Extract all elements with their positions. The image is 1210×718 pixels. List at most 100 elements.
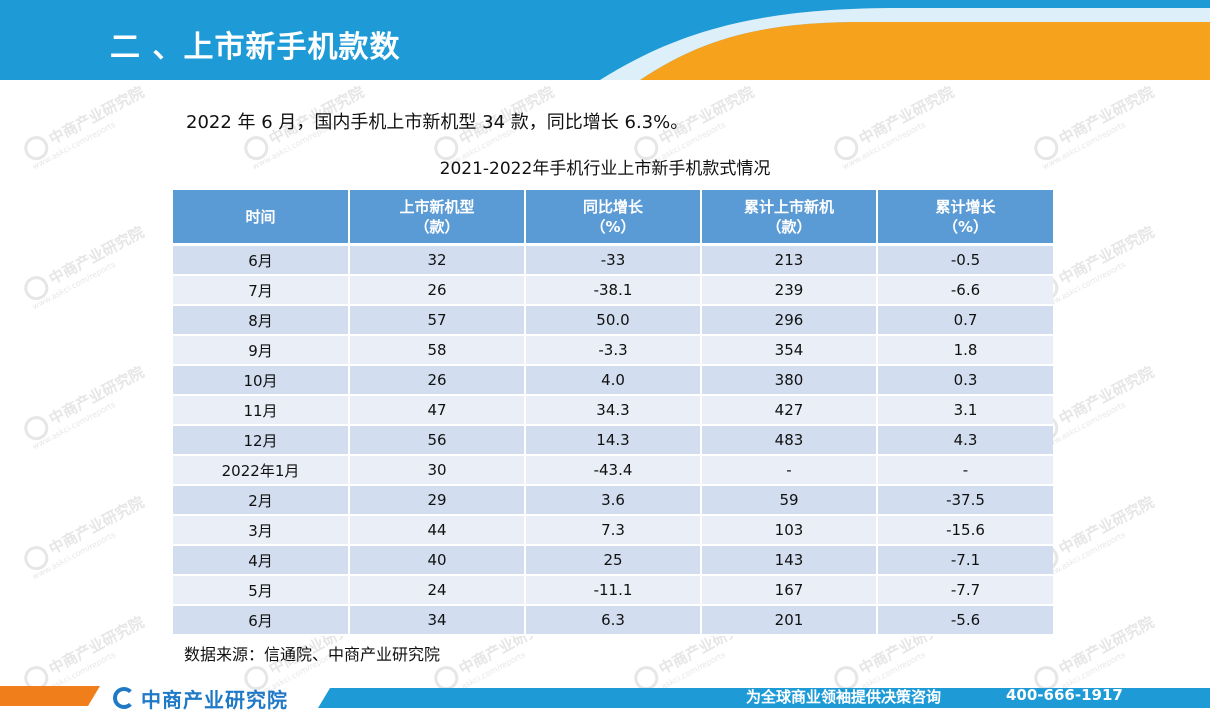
table-cell: 8月 (173, 305, 350, 336)
table-cell: -43.4 (525, 455, 702, 486)
table-cell: 4.3 (877, 425, 1053, 456)
header-banner: 二 、上市新手机款数 (0, 0, 1210, 80)
table-cell: 9月 (173, 335, 350, 366)
footer-bar: 中商产业研究院 为全球商业领袖提供决策咨询 400-666-1917 (0, 678, 1210, 718)
column-header-label: 累计上市新机 (743, 197, 834, 216)
table-cell: -3.3 (525, 335, 702, 366)
watermark-brand: 中商产业研究院 (45, 82, 148, 149)
column-header-unit: （款） (414, 217, 460, 236)
table-row: 8月 57 50.0 296 0.7 (173, 305, 1053, 336)
brand-logo: 中商产业研究院 (113, 683, 288, 713)
watermark-brand: 中商产业研究院 (855, 82, 958, 149)
table-cell: 26 (349, 365, 526, 396)
watermark-url: www.askci.com/reports (1040, 259, 1127, 312)
table-cell: 201 (701, 605, 878, 636)
watermark-brand: 中商产业研究院 (1055, 82, 1158, 149)
table-cell: 7.3 (525, 515, 702, 546)
table-cell: 2022年1月 (173, 455, 350, 486)
table-cell: 167 (701, 575, 878, 606)
watermark-url: www.askci.com/reports (30, 529, 117, 582)
table-cell: 26 (349, 275, 526, 306)
table-header-row: 时间 上市新机型 （款） 同比增长 （%） 累计上市新机 （款） 累计增长 （%） (173, 190, 1053, 246)
column-header: 时间 (173, 190, 350, 246)
table-cell: 380 (701, 365, 878, 396)
table-cell: 58 (349, 335, 526, 366)
table-row: 3月 44 7.3 103 -15.6 (173, 515, 1053, 546)
table-cell: 1.8 (877, 335, 1053, 366)
table-cell: 25 (525, 545, 702, 576)
watermark-logo-icon (20, 271, 53, 305)
column-header-label: 上市新机型 (399, 197, 475, 216)
table-cell: 4月 (173, 545, 350, 576)
table-cell: -6.6 (877, 275, 1053, 306)
watermark-logo-icon (20, 541, 53, 575)
table-cell: 12月 (173, 425, 350, 456)
column-header: 累计上市新机 （款） (701, 190, 878, 246)
table-cell: 11月 (173, 395, 350, 426)
table-cell: 0.7 (877, 305, 1053, 336)
table-cell: 354 (701, 335, 878, 366)
table-cell: -0.5 (877, 244, 1053, 276)
column-header: 同比增长 （%） (525, 190, 702, 246)
table-cell: -15.6 (877, 515, 1053, 546)
table-cell: -33 (525, 244, 702, 276)
table-cell: -7.7 (877, 575, 1053, 606)
table-row: 2月 29 3.6 59 -37.5 (173, 485, 1053, 516)
data-table: 时间 上市新机型 （款） 同比增长 （%） 累计上市新机 （款） 累计增长 （%） 6月 32 -3… (173, 190, 1053, 636)
table-cell: 10月 (173, 365, 350, 396)
table-cell: -37.5 (877, 485, 1053, 516)
table-cell: 56 (349, 425, 526, 456)
table-row: 6月 34 6.3 201 -5.6 (173, 605, 1053, 636)
table-cell: 44 (349, 515, 526, 546)
table-cell: 6.3 (525, 605, 702, 636)
table-row: 10月 26 4.0 380 0.3 (173, 365, 1053, 396)
logo-text: 中商产业研究院 (141, 687, 288, 712)
header-background (0, 0, 1210, 80)
column-header-unit: （%） (942, 217, 989, 236)
column-header-label: 同比增长 (582, 197, 643, 216)
watermark-logo-icon (20, 411, 53, 445)
table-row: 6月 32 -33 213 -0.5 (173, 244, 1053, 276)
table-cell: 47 (349, 395, 526, 426)
table-cell: 3月 (173, 515, 350, 546)
watermark-brand: 中商产业研究院 (1055, 612, 1158, 679)
watermark-brand: 中商产业研究院 (45, 222, 148, 289)
watermark-url: www.askci.com/reports (30, 259, 117, 312)
table-cell: 4.0 (525, 365, 702, 396)
table-cell: 427 (701, 395, 878, 426)
watermark-brand: 中商产业研究院 (1055, 362, 1158, 429)
table-cell: 296 (701, 305, 878, 336)
table-cell: 59 (701, 485, 878, 516)
column-header-unit: （款） (766, 217, 812, 236)
table-cell: 0.3 (877, 365, 1053, 396)
table-cell: 7月 (173, 275, 350, 306)
table-cell: 3.6 (525, 485, 702, 516)
table-row: 4月 40 25 143 -7.1 (173, 545, 1053, 576)
table-cell: 30 (349, 455, 526, 486)
table-row: 9月 58 -3.3 354 1.8 (173, 335, 1053, 366)
table-cell: 24 (349, 575, 526, 606)
table-row: 11月 47 34.3 427 3.1 (173, 395, 1053, 426)
logo-icon (113, 687, 135, 709)
watermark-brand: 中商产业研究院 (45, 492, 148, 559)
table-row: 12月 56 14.3 483 4.3 (173, 425, 1053, 456)
watermark-url: www.askci.com/reports (1040, 529, 1127, 582)
source-note: 数据来源：信通院、中商产业研究院 (184, 645, 441, 664)
table-cell: 34.3 (525, 395, 702, 426)
table-row: 2022年1月 30 -43.4- - (173, 455, 1053, 486)
watermark-brand: 中商产业研究院 (45, 362, 148, 429)
table-title: 2021-2022年手机行业上市新手机款式情况 (439, 159, 771, 179)
table-row: 5月 24 -11.1 167 -7.7 (173, 575, 1053, 606)
watermark-brand: 中商产业研究院 (1055, 492, 1158, 559)
footer-background (0, 686, 1210, 708)
table-cell: 57 (349, 305, 526, 336)
column-header: 上市新机型 （款） (349, 190, 526, 246)
table-cell: - (701, 455, 878, 486)
page-title: 二 、上市新手机款数 (110, 30, 401, 65)
watermark-url: www.askci.com/reports (1040, 399, 1127, 452)
table-cell: -11.1 (525, 575, 702, 606)
table-cell: -7.1 (877, 545, 1053, 576)
